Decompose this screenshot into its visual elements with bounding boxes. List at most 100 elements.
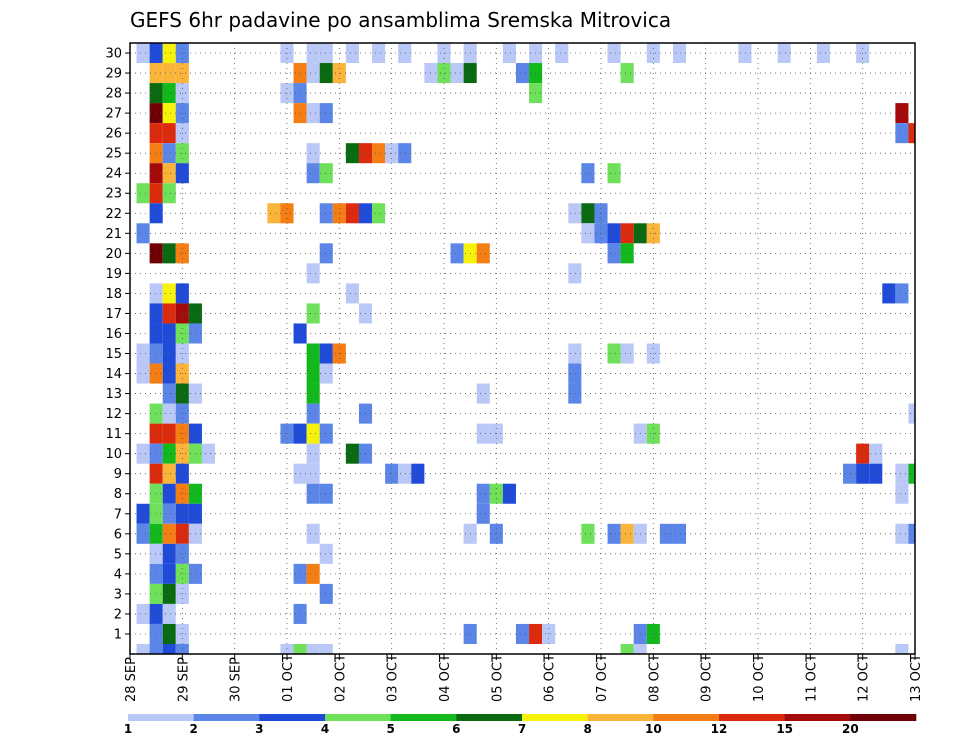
heatmap-cell (162, 343, 176, 364)
heatmap-cell (659, 523, 673, 544)
heatmap-cell (895, 523, 909, 544)
heatmap-cell (162, 563, 176, 584)
heatmap-cell (908, 523, 915, 544)
heatmap-cell (319, 243, 333, 264)
heatmap-cell (306, 523, 320, 544)
heatmap-cell (162, 383, 176, 404)
heatmap-cell (136, 603, 150, 624)
heatmap-cell (149, 523, 163, 544)
heatmap-cell (895, 483, 909, 504)
heatmap-cell (149, 623, 163, 644)
y-tick-label: 7 (114, 507, 122, 522)
heatmap-cell (306, 343, 320, 364)
legend-swatch (587, 714, 654, 721)
heatmap-cell (515, 63, 530, 84)
heatmap-cell (162, 403, 176, 424)
heatmap-cell (149, 323, 163, 344)
heatmap-cell (450, 63, 464, 84)
heatmap-cell (162, 483, 176, 504)
heatmap-cell (372, 203, 386, 224)
heatmap-cell (372, 43, 386, 64)
heatmap-cell (476, 503, 490, 524)
heatmap-cell (672, 43, 687, 64)
heatmap-cell (568, 383, 582, 404)
heatmap-cell (581, 163, 595, 184)
heatmap-cell (568, 363, 582, 384)
heatmap-cell (607, 523, 621, 544)
heatmap-cell (306, 643, 320, 654)
heatmap-cell (149, 343, 163, 364)
heatmap-cell (476, 483, 490, 504)
heatmap-cell (162, 443, 176, 464)
legend-swatch (128, 714, 194, 721)
heatmap-cell (620, 643, 634, 654)
y-tick-label: 9 (114, 467, 122, 482)
heatmap-cell (398, 463, 412, 484)
heatmap-cell (162, 303, 176, 324)
heatmap-cell (319, 423, 333, 444)
legend-label: 6 (452, 722, 460, 736)
heatmap-cell (149, 143, 163, 164)
heatmap-cell (319, 63, 333, 84)
heatmap-cell (895, 123, 909, 144)
heatmap-cell (201, 443, 216, 464)
y-tick-label: 27 (105, 107, 122, 122)
heatmap-cell (162, 643, 176, 654)
x-tick-label: 01 OCT (281, 654, 296, 702)
heatmap-cell (149, 163, 163, 184)
heatmap-cell (502, 483, 516, 504)
heatmap-cell (319, 163, 333, 184)
legend-label: 4 (321, 722, 329, 736)
y-tick-label: 2 (114, 607, 122, 622)
x-tick-label: 10 OCT (752, 654, 767, 702)
y-tick-label: 30 (105, 47, 122, 62)
heatmap-cell (149, 183, 163, 204)
legend-swatch (456, 714, 523, 721)
heatmap-cell (607, 163, 621, 184)
heatmap-cell (149, 83, 163, 104)
heatmap-cell (162, 283, 176, 304)
y-tick-label: 24 (105, 167, 122, 182)
heatmap-cell (620, 343, 634, 364)
heatmap-cell (581, 223, 595, 244)
legend-label: 2 (189, 722, 197, 736)
heatmap-cell (882, 283, 896, 304)
legend-label: 20 (842, 722, 859, 736)
heatmap-cell (843, 463, 857, 484)
legend-label: 1 (124, 722, 132, 736)
heatmap-cell (738, 43, 752, 64)
heatmap-cell (555, 43, 569, 64)
legend-label: 15 (776, 722, 793, 736)
y-tick-label: 20 (105, 247, 122, 262)
heatmap-cell (162, 123, 176, 144)
heatmap-cell (149, 123, 163, 144)
legend-swatch (850, 714, 917, 721)
y-tick-label: 3 (114, 587, 122, 602)
heatmap-cell (319, 363, 333, 384)
legend-swatch (784, 714, 851, 721)
heatmap-cell (136, 223, 150, 244)
heatmap-cell (306, 403, 320, 424)
heatmap-cell (398, 43, 412, 64)
heatmap-cell (162, 143, 176, 164)
heatmap-cell (319, 583, 333, 604)
x-tick-label: 03 OCT (386, 654, 401, 702)
heatmap-cell (149, 583, 163, 604)
heatmap-cell (620, 243, 634, 264)
heatmap-cell (816, 43, 830, 64)
heatmap-cell (895, 643, 909, 654)
heatmap-cell (568, 343, 582, 364)
heatmap-cell (411, 463, 425, 484)
y-tick-label: 13 (105, 387, 122, 402)
plot-grid (130, 43, 915, 654)
heatmap-cell (136, 503, 150, 524)
heatmap-cell (149, 303, 163, 324)
y-tick-label: 1 (114, 627, 122, 642)
heatmap-cell (149, 543, 163, 564)
heatmap-cell (319, 343, 333, 364)
heatmap-cell (581, 203, 595, 224)
heatmap-cell (895, 283, 909, 304)
heatmap-cell (162, 603, 176, 624)
legend-swatch (719, 714, 785, 721)
color-legend: 1 2 3 4 5 6 7 8 10 12 15 20 (124, 714, 917, 736)
